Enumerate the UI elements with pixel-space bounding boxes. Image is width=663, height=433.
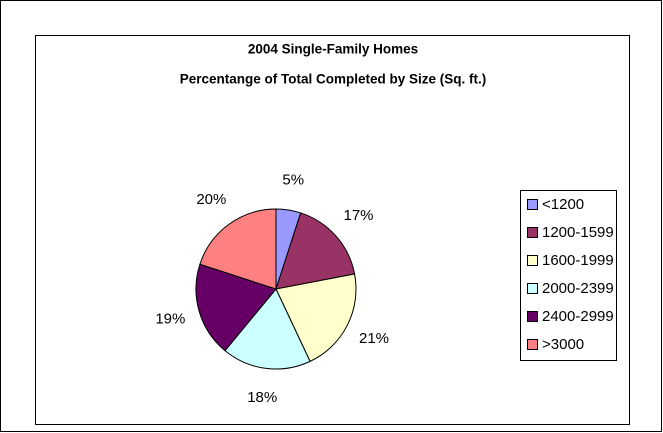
pie-slice [224,288,311,370]
pie-slice [275,212,356,290]
chart-subtitle: Percentange of Total Completed by Size (… [180,72,487,87]
legend-label: 2000-2399 [542,280,614,297]
legend-swatch [527,227,538,238]
slice-label: 19% [155,311,185,328]
legend-swatch [527,311,538,322]
slice-label: 21% [359,330,389,347]
legend-box [520,190,617,361]
chart-title: 2004 Single-Family Homes [248,42,418,57]
legend-label: 1200-1599 [542,224,614,241]
slice-label: 18% [247,389,277,406]
pie-slice [195,263,277,352]
slice-label: 17% [343,207,373,224]
slice-label: 5% [282,171,304,188]
legend-label: >3000 [542,336,584,353]
legend-swatch [527,255,538,266]
legend-swatch [527,199,538,210]
legend-label: 2400-2999 [542,308,614,325]
slice-label: 20% [196,191,226,208]
pie-slice [199,208,277,290]
pie-slice [275,273,357,363]
legend-swatch [527,283,538,294]
legend-label: <1200 [542,196,584,213]
legend-swatch [527,339,538,350]
legend-label: 1600-1999 [542,252,614,269]
